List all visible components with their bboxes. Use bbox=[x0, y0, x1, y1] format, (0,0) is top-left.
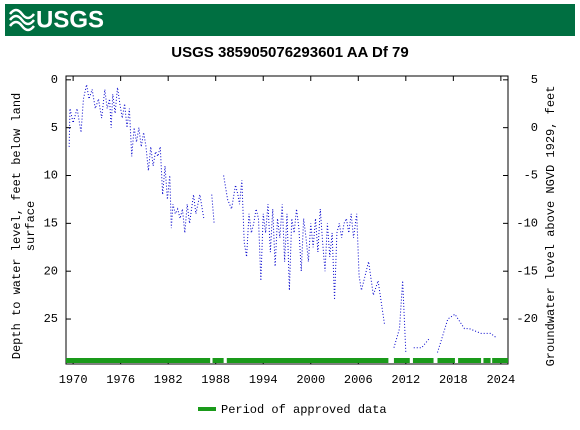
approved-period bbox=[483, 358, 491, 363]
y2-axis-label: Groundwater level above NGVD 1929, feet bbox=[544, 86, 558, 367]
y-tick-label: 15 bbox=[44, 217, 58, 231]
y2-tick-label: -15 bbox=[516, 264, 538, 278]
y-tick-label: 25 bbox=[44, 312, 58, 326]
x-tick-label: 1976 bbox=[106, 373, 135, 387]
approved-period bbox=[492, 358, 508, 363]
header-banner bbox=[5, 4, 575, 36]
x-tick-label: 2006 bbox=[344, 373, 373, 387]
y2-tick-label: -10 bbox=[516, 217, 538, 231]
y-tick-label: 0 bbox=[51, 73, 58, 87]
legend-label: Period of approved data bbox=[221, 403, 387, 417]
y2-tick-label: 0 bbox=[531, 121, 538, 135]
data-line bbox=[211, 194, 215, 224]
chart-title: USGS 385905076293601 AA Df 79 bbox=[171, 44, 408, 61]
data-line bbox=[393, 280, 407, 353]
approved-period bbox=[458, 358, 482, 363]
x-tick-label: 2012 bbox=[391, 373, 420, 387]
y-axis-label: surface bbox=[24, 201, 38, 251]
x-tick-label: 1982 bbox=[154, 373, 183, 387]
x-tick-label: 1994 bbox=[249, 373, 278, 387]
y-tick-label: 20 bbox=[44, 264, 58, 278]
x-tick-label: 1988 bbox=[201, 373, 230, 387]
approved-period bbox=[226, 358, 389, 363]
x-tick-label: 2000 bbox=[296, 373, 325, 387]
plot-frame bbox=[65, 75, 509, 365]
y-tick-label: 10 bbox=[44, 169, 58, 183]
y-axis-label: Depth to water level, feet below land bbox=[10, 93, 24, 359]
approved-period bbox=[412, 358, 434, 363]
y2-tick-label: 5 bbox=[531, 73, 538, 87]
approved-period bbox=[66, 358, 211, 363]
y2-tick-label: -5 bbox=[524, 169, 538, 183]
x-tick-label: 2024 bbox=[486, 373, 515, 387]
logo-waves bbox=[9, 8, 35, 32]
data-line bbox=[437, 313, 498, 353]
approved-period bbox=[437, 358, 455, 363]
y2-tick-label: -20 bbox=[516, 312, 538, 326]
approved-period bbox=[212, 358, 224, 363]
x-tick-label: 1970 bbox=[59, 373, 88, 387]
y-tick-label: 5 bbox=[51, 121, 58, 135]
logo-text: USGS bbox=[36, 6, 104, 33]
approved-period bbox=[393, 358, 410, 363]
data-line bbox=[223, 175, 385, 324]
x-tick-label: 2018 bbox=[439, 373, 468, 387]
